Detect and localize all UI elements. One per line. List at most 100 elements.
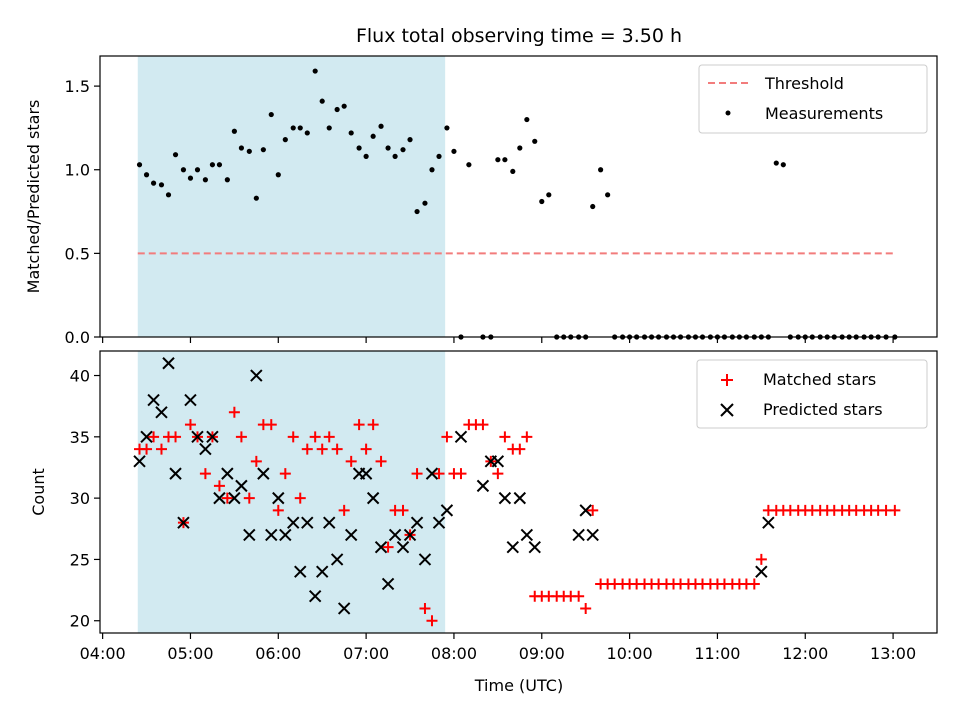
matched-star-marker [294, 492, 306, 504]
matched-star-marker [345, 455, 357, 467]
measurement-point [238, 145, 245, 151]
measurement-point [539, 198, 545, 205]
measurement-point [172, 152, 179, 158]
y-tick-label: 1.5 [65, 77, 90, 96]
legend-frame [696, 359, 928, 429]
measurement-point [224, 177, 230, 183]
predicted-star-marker [133, 455, 146, 468]
matched-star-marker [477, 419, 489, 431]
x-tick-label: 06:00 [255, 644, 301, 663]
measurement-point [348, 130, 354, 136]
predicted-star-marker [572, 528, 585, 542]
measurement-point [495, 157, 501, 163]
measurement-point [773, 160, 779, 166]
predicted-star-marker [359, 467, 373, 480]
matched-star-marker [170, 431, 182, 443]
matched-star-marker [243, 492, 255, 504]
predicted-star-marker [308, 590, 322, 603]
predicted-star-marker [315, 565, 329, 578]
matched-star-marker [755, 553, 767, 565]
matched-star-marker [382, 541, 394, 553]
matched-star-marker [492, 468, 504, 480]
predicted-star-marker [432, 516, 446, 529]
chart-title: Flux total observing time = 3.50 h [356, 25, 682, 47]
measurement-point [150, 180, 157, 186]
predicted-star-marker [257, 467, 270, 480]
measurement-point [510, 168, 516, 175]
matched-star-marker [265, 419, 277, 431]
predicted-star-marker [301, 516, 314, 529]
legend-threshold-label: Threshold [764, 74, 844, 93]
measurement-point [143, 172, 150, 178]
measurement-point [194, 167, 201, 173]
measurement-point [422, 200, 428, 206]
observing-window-shade [137, 351, 446, 633]
predicted-star-marker [381, 577, 395, 591]
measurement-point [297, 125, 303, 131]
measurement-point [304, 130, 310, 136]
x-tick-label: 09:00 [519, 644, 565, 663]
matched-star-marker [301, 443, 313, 455]
matched-star-marker [375, 455, 387, 467]
predicted-star-marker [213, 491, 226, 505]
predicted-star-marker [169, 467, 182, 480]
measurement-point [466, 162, 472, 168]
measurement-point [209, 162, 216, 168]
measurement-point [517, 145, 523, 151]
predicted-star-marker [272, 491, 285, 505]
y-tick-label: 25 [70, 550, 90, 569]
matched-star-marker [587, 504, 599, 516]
matched-star-marker [521, 431, 533, 443]
matched-star-marker [889, 504, 901, 516]
matched-star-marker [499, 431, 511, 443]
matched-star-marker [213, 480, 225, 492]
matched-star-marker [155, 443, 167, 455]
measurement-point [356, 145, 362, 151]
matched-star-marker [287, 431, 299, 443]
predicted-star-marker [440, 504, 454, 517]
measurement-point [780, 162, 786, 168]
axes-frame [99, 55, 938, 338]
matched-star-marker [514, 443, 526, 455]
x-tick-label: 10:00 [607, 644, 653, 663]
measurement-point [187, 175, 194, 181]
predicted-star-marker [147, 393, 160, 407]
measurement-point [290, 125, 296, 131]
predicted-star-marker [250, 369, 263, 382]
measurement-point [253, 195, 259, 201]
measurement-point [282, 137, 288, 143]
measurement-point [436, 153, 442, 159]
matched-star-marker [411, 468, 423, 480]
y-tick-label: 40 [70, 367, 90, 386]
predicted-star-marker [162, 357, 175, 370]
predicted-star-marker [476, 479, 490, 493]
measurement-point [268, 111, 274, 118]
x-axis-label: Time (UTC) [474, 676, 563, 695]
matched-star-marker [148, 431, 160, 443]
predicted-star-marker [396, 540, 410, 554]
bottom-panel: 04:00 05:00 06:00 07:00 08:00 09:00 10:00 11:00… [29, 350, 938, 663]
measurement-point [312, 68, 318, 74]
measurement-point [407, 137, 413, 143]
matched-star-marker [184, 419, 196, 431]
matched-star-marker [360, 443, 372, 455]
predicted-star-marker [388, 528, 402, 542]
matched-star-marker [441, 431, 453, 443]
predicted-stars-series [133, 357, 775, 615]
matched-star-marker [228, 406, 240, 418]
predicted-star-marker [374, 540, 388, 554]
measurement-point [400, 147, 406, 153]
measurement-point [524, 116, 530, 123]
predicted-star-marker [425, 467, 439, 480]
measurement-point [246, 148, 252, 154]
x-tick-label: 12:00 [782, 644, 828, 663]
measurement-point [414, 208, 420, 215]
measurement-point [378, 123, 384, 129]
y-tick-label: 1.0 [65, 161, 90, 180]
predicted-star-marker [418, 553, 432, 566]
legend-predicted-swatch [720, 403, 734, 417]
predicted-star-marker [243, 528, 256, 542]
predicted-star-marker [344, 528, 358, 542]
predicted-star-marker [579, 504, 592, 517]
matched-star-marker [141, 443, 153, 455]
